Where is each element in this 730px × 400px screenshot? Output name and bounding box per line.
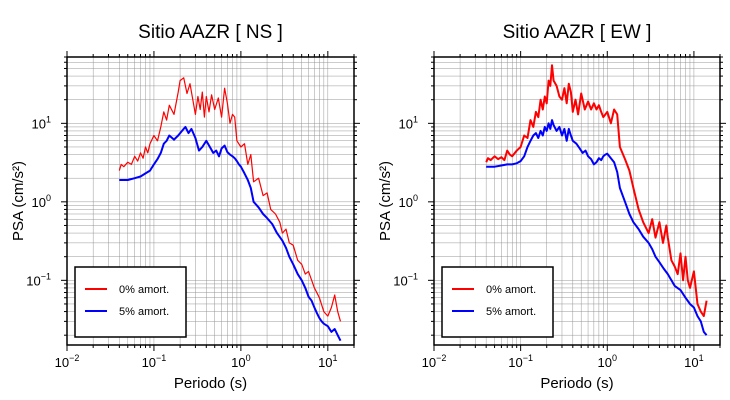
chart-1-xtick-label: 10−2 <box>55 353 80 370</box>
chart-1-ylabel: PSA (cm/s²) <box>10 161 27 241</box>
chart-1-xtick-label: 101 <box>318 353 337 370</box>
chart-2-xtick-label: 100 <box>598 353 617 370</box>
chart-1-legend-label-damping-5: 5% amort. <box>119 306 169 318</box>
chart-1-series-damping-0-line <box>118 77 342 322</box>
chart-1-legend: 0% amort. 5% amort. <box>74 266 187 338</box>
chart-2-legend-label-damping-5: 5% amort. <box>486 306 536 318</box>
chart-1-xlabel: Periodo (s) <box>174 375 247 392</box>
chart-2-ytick-label: 101 <box>399 114 418 131</box>
chart-2-xtick-label: 10−1 <box>508 353 533 370</box>
chart-1-grid <box>67 57 354 345</box>
chart-2: 10−2 10−1 100 101 10−1 100 101 Sitio AAZR [ EW … <box>377 22 726 392</box>
chart-2-series-damping-5-line <box>486 119 708 336</box>
chart-2-ytick-label: 10−1 <box>393 271 418 288</box>
chart-2-ytick-label: 100 <box>399 193 418 210</box>
chart-1-title: Sitio AAZR [ NS ] <box>138 22 283 43</box>
chart-1-series-damping-5-line <box>119 125 342 342</box>
chart-1: 10−2 10−1 100 101 10−1 100 101 Sitio AAZR [ NS … <box>10 22 360 392</box>
chart-1-xtick-label: 10−1 <box>142 353 167 370</box>
chart-1-ytick-label: 100 <box>32 193 51 210</box>
chart-2-legend: 0% amort. 5% amort. <box>441 266 554 338</box>
chart-2-xtick-label: 101 <box>684 353 703 370</box>
chart-2-legend-label-damping-0: 0% amort. <box>486 284 536 296</box>
chart-2-title: Sitio AAZR [ EW ] <box>503 22 652 43</box>
chart-1-legend-label-damping-0: 0% amort. <box>119 284 169 296</box>
chart-1-frame <box>66 56 355 346</box>
chart-2-ylabel: PSA (cm/s²) <box>377 161 394 241</box>
chart-1-legend-box <box>74 266 187 338</box>
chart-2-legend-box <box>441 266 554 338</box>
chart-1-xtick-label: 100 <box>231 353 250 370</box>
chart-2-xlabel: Periodo (s) <box>540 375 613 392</box>
chart-1-ytick-label: 101 <box>32 114 51 131</box>
chart-1-ytick-label: 10−1 <box>26 271 51 288</box>
chart-2-xtick-label: 10−2 <box>422 353 447 370</box>
chart-2-series-damping-0-line <box>485 64 708 318</box>
chart-2-frame <box>433 56 721 346</box>
